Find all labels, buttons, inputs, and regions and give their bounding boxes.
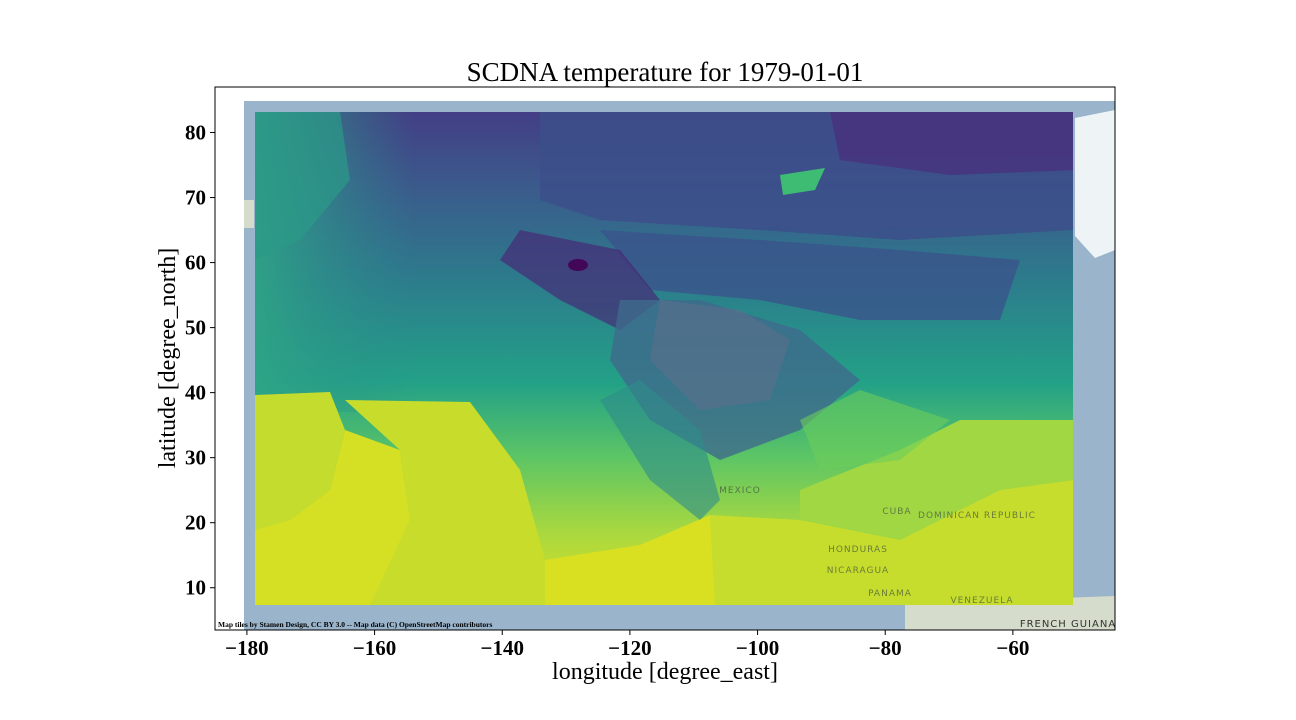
- x-tick-label: −80: [869, 636, 902, 660]
- y-tick-label: 10: [185, 576, 206, 600]
- temperature-field: [255, 112, 1073, 605]
- label-french-guiana: FRENCH GUIANA: [1020, 619, 1116, 630]
- x-tick-label: −120: [608, 636, 651, 660]
- x-tick-label: −60: [996, 636, 1029, 660]
- label-nicaragua: NICARAGUA: [827, 566, 889, 576]
- x-tick-label: −140: [480, 636, 523, 660]
- x-tick-label: −160: [353, 636, 396, 660]
- y-tick-label: 30: [185, 446, 206, 470]
- axes-frame: [214, 86, 1116, 631]
- y-axis: 10 20 30 40 50 60 70 80: [185, 121, 215, 600]
- map-area: MEXICO CUBA DOMINICAN REPUBLIC HONDURAS …: [218, 101, 1116, 630]
- label-mexico: MEXICO: [719, 486, 761, 496]
- label-venezuela: VENEZUELA: [950, 596, 1013, 606]
- x-tick-label: −100: [736, 636, 779, 660]
- y-tick-label: 80: [185, 121, 206, 145]
- west-land-sliver: [244, 200, 254, 228]
- y-tick-label: 70: [185, 186, 206, 210]
- label-cuba: CUBA: [882, 507, 911, 517]
- label-panama: PANAMA: [868, 589, 912, 599]
- label-dominican-republic: DOMINICAN REPUBLIC: [918, 511, 1036, 521]
- y-tick-label: 60: [185, 251, 206, 275]
- x-axis: −180 −160 −140 −120 −100 −80 −60: [225, 630, 1029, 660]
- y-axis-label: latitude [degree_north]: [155, 248, 181, 469]
- y-tick-label: 20: [185, 511, 206, 535]
- chart-title: SCDNA temperature for 1979-01-01: [467, 57, 864, 87]
- x-tick-label: −180: [225, 636, 268, 660]
- x-axis-label: longitude [degree_east]: [552, 659, 778, 685]
- map-attribution: Map tiles by Stamen Design, CC BY 3.0 --…: [218, 620, 492, 629]
- greenland-ice: [1075, 110, 1115, 258]
- y-tick-label: 40: [185, 381, 206, 405]
- y-tick-label: 50: [185, 316, 206, 340]
- label-honduras: HONDURAS: [828, 545, 888, 555]
